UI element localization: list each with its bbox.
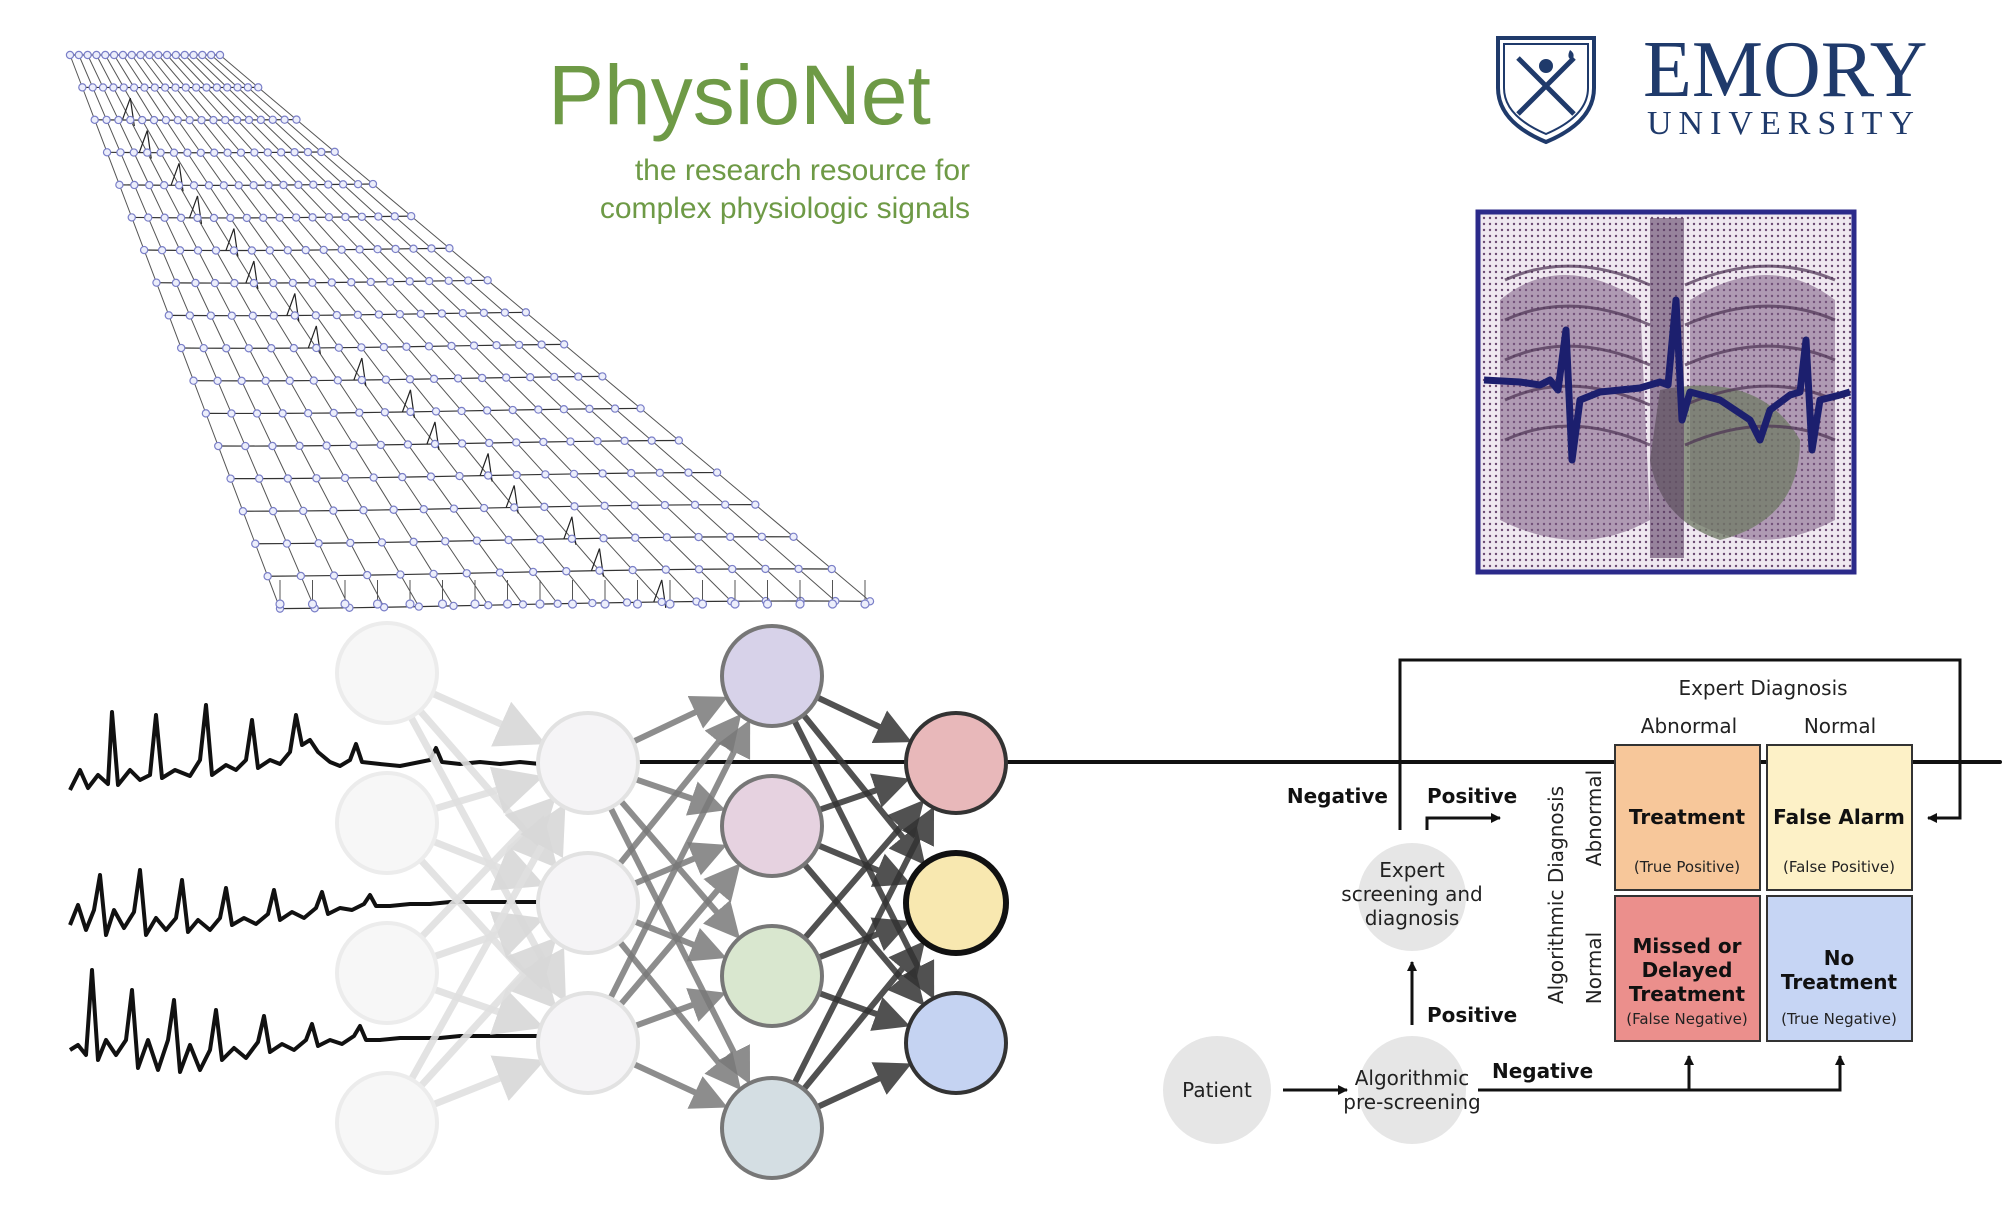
tp-sub: (True Positive) — [1634, 858, 1740, 876]
output-node — [904, 991, 1008, 1095]
network-edge — [433, 766, 544, 814]
physionet-tagline-line1: the research resource for — [635, 154, 970, 187]
positive-mid-label: Positive — [1427, 1003, 1517, 1027]
negative-feedback-arrow — [1398, 658, 1962, 830]
hidden-node — [536, 711, 640, 815]
input-node — [335, 921, 439, 1025]
hidden-node — [536, 851, 640, 955]
fn-line3: Treatment — [1629, 982, 1746, 1006]
physionet-title: PhysioNet — [548, 48, 931, 142]
tn-line1: No — [1824, 946, 1854, 970]
patient-node — [1163, 1036, 1271, 1144]
emory-name: EMORY — [1643, 26, 1928, 114]
neural-network-connections — [407, 690, 935, 1110]
col-normal-label: Normal — [1804, 714, 1876, 738]
expert-screening-node — [1358, 843, 1466, 951]
network-edge — [818, 773, 910, 813]
screening-flowchart: Expert Diagnosis Abnormal Normal Algorit… — [1163, 658, 1962, 1144]
negative-top-label: Negative — [1287, 784, 1388, 808]
emory-university: UNIVERSITY — [1647, 105, 1921, 142]
network-edge — [432, 838, 546, 891]
fp-title: False Alarm — [1773, 805, 1905, 829]
hidden-node — [720, 624, 824, 728]
row-normal-label: Normal — [1582, 932, 1606, 1004]
network-edge — [632, 1061, 728, 1109]
physionet-tagline-line2: complex physiologic signals — [600, 192, 970, 225]
tp-title: Treatment — [1629, 805, 1746, 829]
network-edge — [431, 690, 546, 747]
network-edge — [816, 1062, 912, 1110]
expert-label-line1: Expert — [1379, 858, 1445, 882]
chest-xray-ecg-image — [1475, 209, 1857, 575]
network-edge — [791, 806, 935, 1085]
emory-shield-icon — [1496, 36, 1596, 145]
hidden-node — [720, 924, 824, 1028]
network-edge — [815, 694, 912, 744]
network-edge — [618, 863, 741, 1007]
network-edge — [417, 708, 558, 869]
false-negative-cell — [1614, 895, 1761, 1042]
algorithmic-diagnosis-label: Algorithmic Diagnosis — [1544, 786, 1568, 1004]
network-edge — [631, 695, 728, 745]
hidden-node — [720, 1076, 824, 1180]
network-edge — [633, 988, 727, 1029]
fn-sub: (False Negative) — [1626, 1010, 1747, 1028]
fn-line1: Missed or — [1632, 934, 1741, 958]
output-node — [904, 711, 1008, 815]
negative-bottom-label: Negative — [1492, 1059, 1593, 1083]
col-abnormal-label: Abnormal — [1641, 714, 1737, 738]
positive-top-label: Positive — [1427, 784, 1517, 808]
false-positive-cell — [1766, 744, 1913, 891]
true-negative-cell — [1766, 895, 1913, 1042]
network-edge — [802, 799, 925, 941]
input-node — [335, 621, 439, 725]
hidden-node — [536, 991, 640, 1095]
network-edge — [433, 986, 545, 1035]
ecg-trace-3 — [68, 968, 540, 1074]
expert-diagnosis-label: Expert Diagnosis — [1678, 676, 1847, 700]
expert-label-line2: screening and — [1341, 882, 1482, 906]
neural-network — [335, 621, 1009, 1180]
negative-bottom-line — [1478, 1055, 1845, 1092]
algo-label-line1: Algorithmic — [1355, 1066, 1470, 1090]
network-edge — [817, 917, 911, 961]
tn-sub: (True Negative) — [1781, 1010, 1897, 1028]
true-positive-cell — [1614, 744, 1761, 891]
network-edge — [433, 911, 545, 960]
positive-to-matrix-arrow — [1425, 813, 1501, 830]
algorithmic-prescreening-node — [1358, 1036, 1466, 1144]
ecg-mesh-illustration — [65, 50, 875, 613]
input-node — [335, 1071, 439, 1175]
input-node — [335, 771, 439, 875]
fp-sub: (False Positive) — [1783, 858, 1895, 876]
hidden-node — [720, 774, 824, 878]
algo-label-line2: pre-screening — [1343, 1090, 1480, 1114]
network-edge — [432, 1055, 546, 1108]
network-edge — [408, 803, 566, 1082]
row-abnormal-label: Abnormal — [1582, 770, 1606, 866]
network-edge — [418, 937, 557, 1089]
tn-line2: Treatment — [1781, 970, 1898, 994]
network-edge — [617, 713, 742, 867]
network-edge — [816, 842, 911, 887]
output-node — [903, 850, 1009, 956]
patient-label: Patient — [1182, 1078, 1252, 1102]
fn-line2: Delayed — [1642, 958, 1733, 982]
network-edge — [801, 940, 926, 1092]
physionet-logo: PhysioNet the research resource for comp… — [548, 48, 970, 225]
ecg-trace-2 — [68, 868, 540, 937]
network-edge — [817, 990, 911, 1031]
emory-logo: EMORY UNIVERSITY — [1496, 26, 1928, 145]
network-edge — [607, 719, 751, 1000]
network-edge — [607, 806, 751, 1085]
expert-label-line3: diagnosis — [1365, 906, 1460, 930]
